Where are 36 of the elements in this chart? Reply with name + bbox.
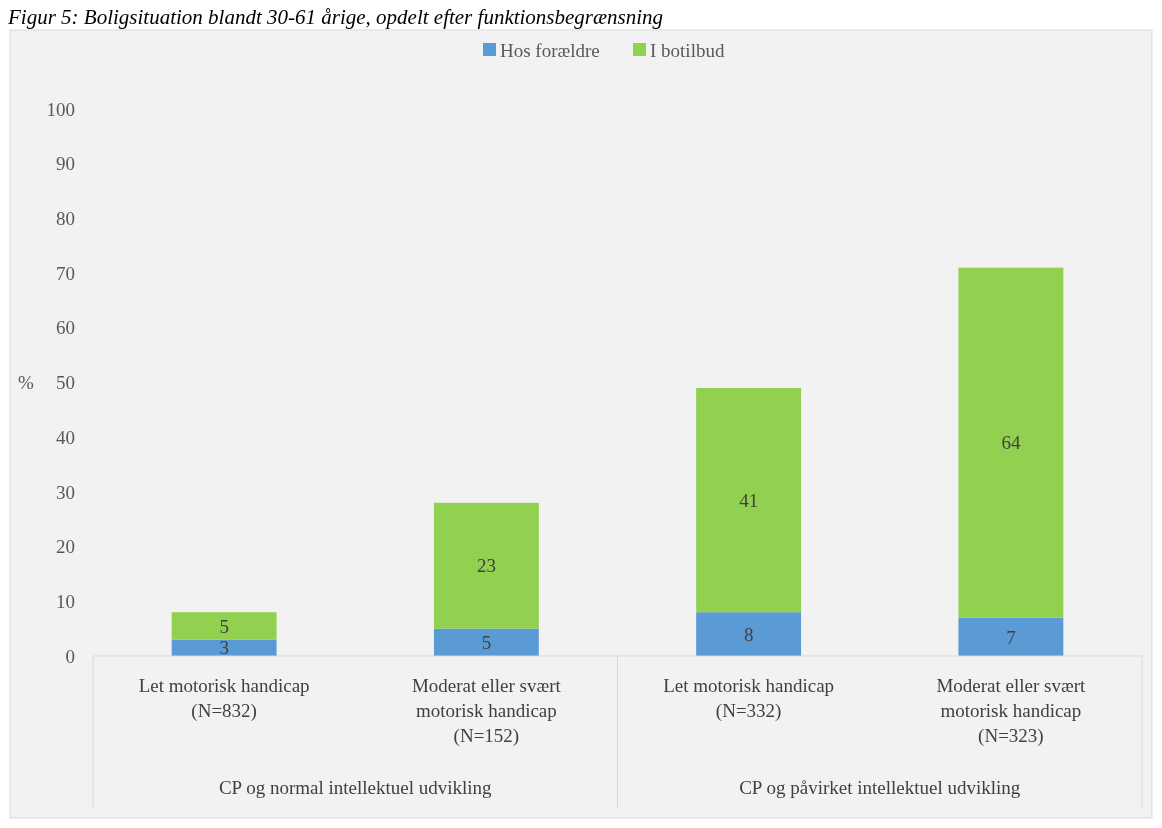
- y-tick-label: 80: [56, 208, 75, 230]
- bar: [696, 387, 802, 613]
- y-axis-title: %: [18, 372, 34, 394]
- y-tick-label: 90: [56, 153, 75, 175]
- x-tick-label: Moderat eller svært motorisk handicap (N=323): [936, 675, 1086, 747]
- legend-label: I botilbud: [650, 39, 725, 61]
- data-label: 64: [1001, 432, 1021, 454]
- data-label: 5: [219, 615, 229, 637]
- y-tick-label: 10: [56, 590, 75, 612]
- legend-label: Hos forældre: [500, 39, 600, 61]
- y-tick-label: 20: [56, 536, 75, 558]
- data-label: 7: [1006, 626, 1016, 648]
- y-tick-label: 0: [65, 645, 75, 667]
- bar: [433, 628, 539, 656]
- y-tick-label: 40: [56, 426, 75, 448]
- x-tick-label: Let motorisk handicap (N=332): [663, 675, 835, 722]
- bar: [171, 612, 277, 640]
- data-label: 41: [739, 489, 759, 511]
- x-tick-label: Let motorisk handicap (N=832): [138, 675, 310, 722]
- bar: [433, 502, 539, 629]
- data-label: 5: [481, 631, 492, 653]
- y-tick-label: 70: [56, 262, 75, 284]
- y-tick-label: 60: [56, 317, 75, 339]
- data-label: 8: [743, 623, 754, 645]
- bar: [696, 612, 802, 656]
- bar: [958, 267, 1064, 618]
- data-label: 23: [476, 555, 496, 577]
- y-tick-label: 30: [56, 481, 75, 503]
- chart-title: Figur 5: Boligsituation blandt 30-61 årige, opdelt efter funktionsbegrænsning: [7, 5, 664, 29]
- text: CP og normal intellektuel udvikling: [218, 777, 493, 798]
- y-tick-label: 50: [56, 372, 75, 394]
- text: CP og påvirket intellektuel udvikling: [739, 777, 1021, 798]
- data-label: 3: [219, 637, 229, 659]
- bar: [958, 617, 1064, 656]
- x-tick-label: Moderat eller svært motorisk handicap (N=152): [411, 675, 562, 747]
- y-tick-label: 100: [46, 98, 75, 120]
